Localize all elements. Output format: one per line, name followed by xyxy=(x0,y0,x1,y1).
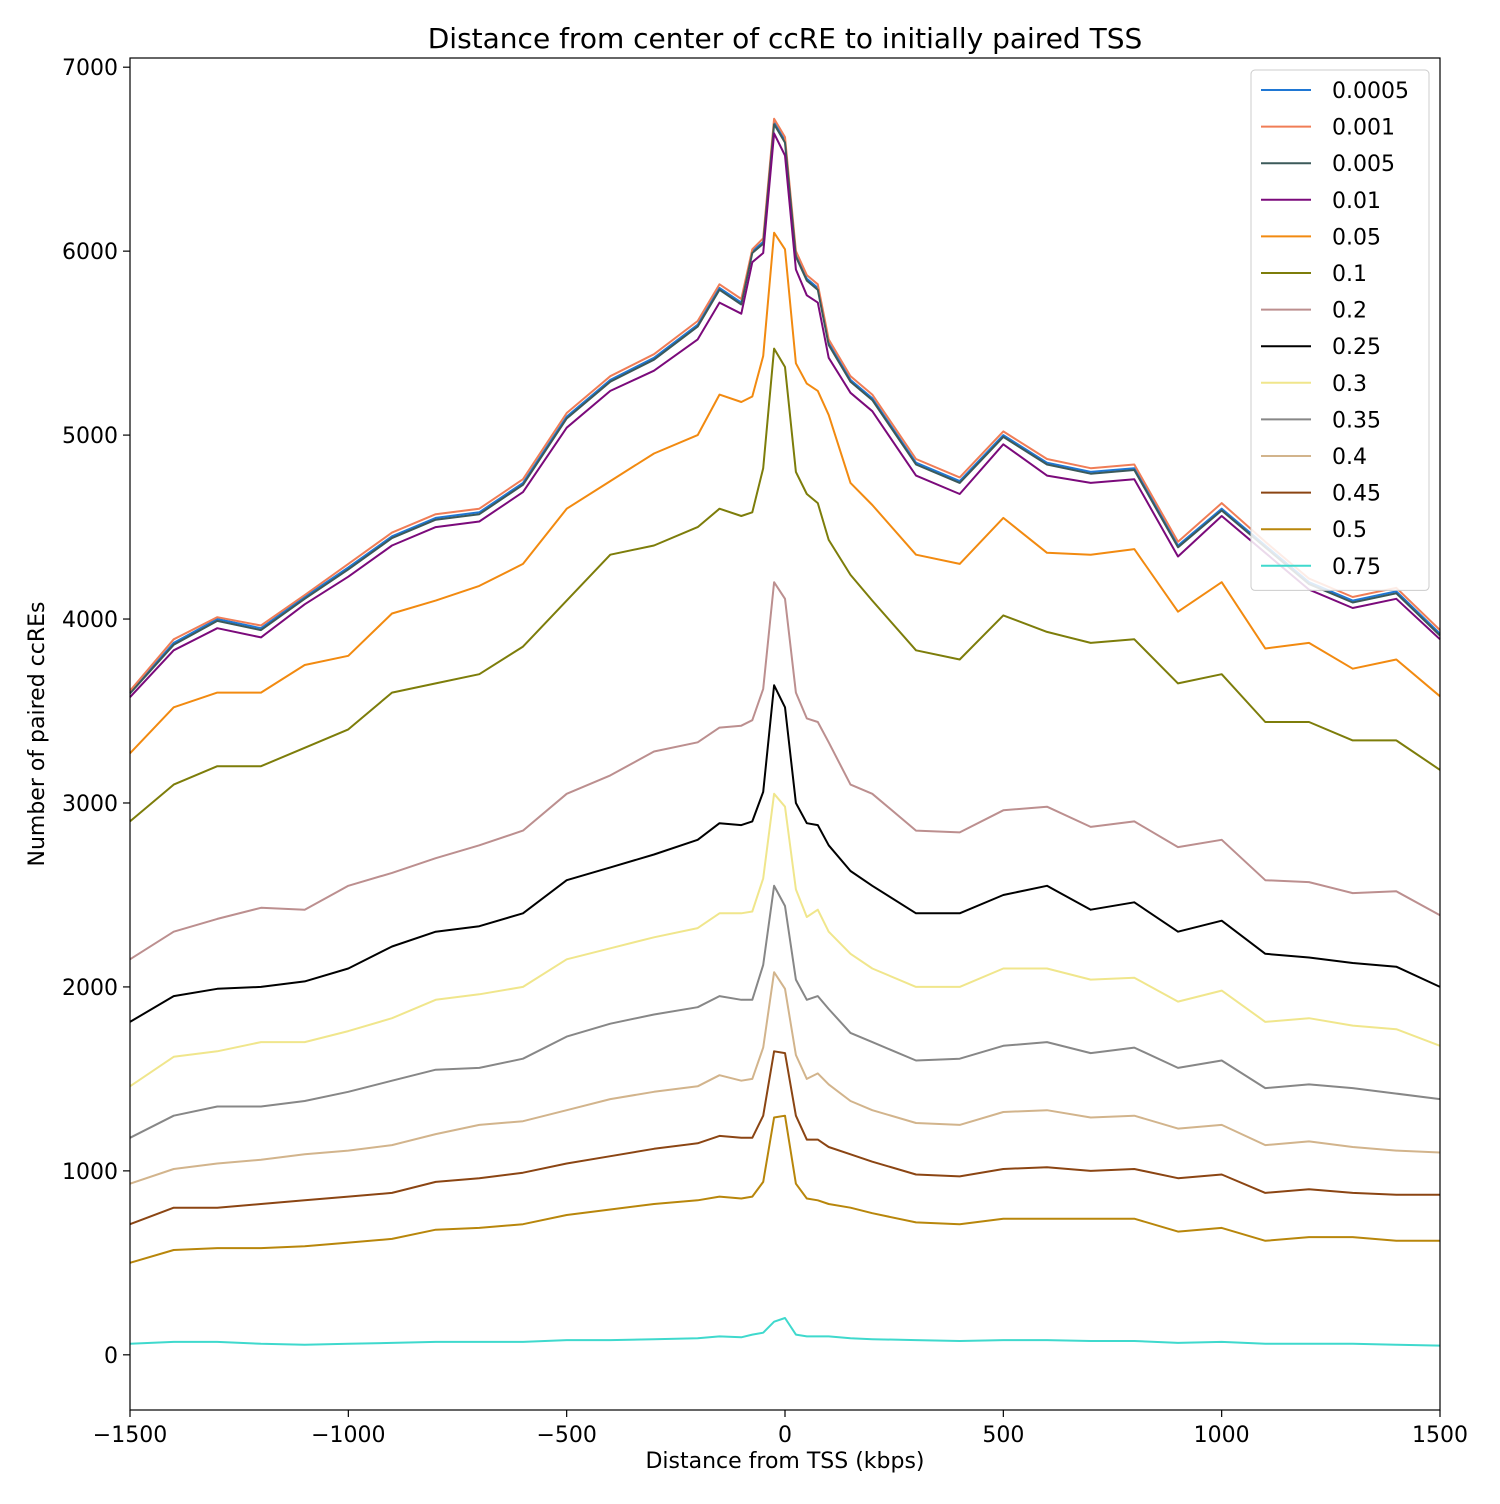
x-axis: −1500 −1000 −500 0 500 1000 1500 xyxy=(93,1410,1468,1448)
legend-label: 0.2 xyxy=(1332,299,1367,324)
y-tick-label: 5000 xyxy=(62,424,118,449)
series-line-0.35 xyxy=(129,884,1441,1139)
series-line-0.05 xyxy=(129,231,1441,754)
legend-label: 0.5 xyxy=(1332,518,1367,543)
x-tick-label: 500 xyxy=(982,1423,1024,1448)
x-axis-label: Distance from TSS (kbps) xyxy=(645,1449,924,1474)
x-tick-label: −1000 xyxy=(311,1423,385,1448)
series-line-0.3 xyxy=(129,792,1441,1088)
legend-label: 0.35 xyxy=(1332,408,1381,433)
x-tick-label: 1000 xyxy=(1194,1423,1250,1448)
y-axis-label: Number of paired ccREs xyxy=(25,601,50,866)
y-tick-label: 0 xyxy=(104,1344,118,1369)
series-line-0.75 xyxy=(129,1317,1441,1347)
y-tick-label: 2000 xyxy=(62,976,118,1001)
x-tick-label: −1500 xyxy=(93,1423,167,1448)
y-tick-label: 3000 xyxy=(62,792,118,817)
series-line-0.005 xyxy=(129,123,1441,695)
x-tick-label: 0 xyxy=(778,1423,792,1448)
x-tick-label: −500 xyxy=(536,1423,596,1448)
legend-label: 0.01 xyxy=(1332,189,1381,214)
y-tick-label: 7000 xyxy=(62,56,118,81)
y-tick-label: 6000 xyxy=(62,240,118,265)
legend-label: 0.0005 xyxy=(1332,79,1409,104)
legend-label: 0.45 xyxy=(1332,482,1381,507)
legend: 0.0005 0.001 0.005 0.01 0.05 0.1 0.2 0.25 0.3 0.3… xyxy=(1250,69,1430,591)
legend-label: 0.005 xyxy=(1332,152,1395,177)
legend-label: 0.75 xyxy=(1332,555,1381,580)
legend-box xyxy=(1250,69,1430,591)
chart-title: Distance from center of ccRE to initiall… xyxy=(428,22,1143,55)
plot-frame xyxy=(129,57,1441,1411)
series-line-0.4 xyxy=(129,971,1441,1185)
series-line-0.25 xyxy=(129,684,1441,1023)
legend-label: 0.25 xyxy=(1332,335,1381,360)
series-lines xyxy=(129,117,1441,1347)
legend-label: 0.4 xyxy=(1332,445,1367,470)
y-tick-label: 4000 xyxy=(62,608,118,633)
y-tick-label: 1000 xyxy=(62,1160,118,1185)
series-line-0.01 xyxy=(129,132,1441,698)
series-line-0.1 xyxy=(129,347,1441,823)
x-tick-label: 1500 xyxy=(1412,1423,1468,1448)
legend-label: 0.1 xyxy=(1332,262,1367,287)
legend-label: 0.05 xyxy=(1332,225,1381,250)
series-line-0.5 xyxy=(129,1114,1440,1264)
series-line-0.45 xyxy=(129,1050,1440,1226)
y-axis: 0 1000 2000 3000 4000 5000 6000 7000 xyxy=(62,56,130,1369)
legend-label: 0.001 xyxy=(1332,116,1395,141)
series-line-0.001 xyxy=(129,117,1441,692)
legend-label: 0.3 xyxy=(1332,372,1367,397)
series-line-0.2 xyxy=(129,581,1441,961)
